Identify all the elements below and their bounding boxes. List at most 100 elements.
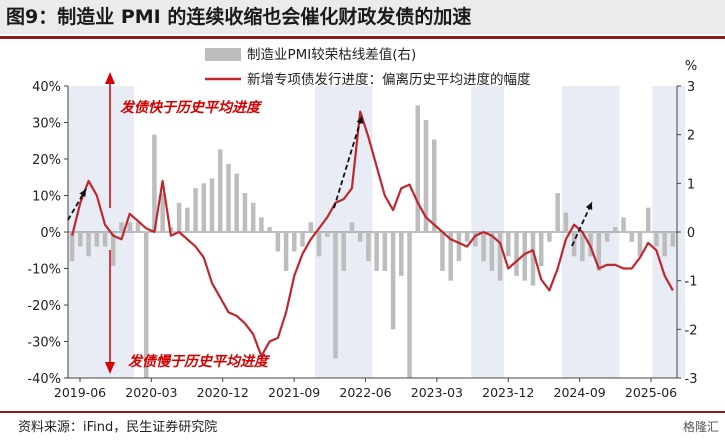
pmi-bar — [127, 222, 132, 232]
annotation-upper: 发债快于历史平均进度 — [120, 99, 263, 116]
pmi-bar — [185, 207, 190, 232]
pmi-bar — [69, 232, 75, 262]
x-tick-label: 2024-09 — [554, 385, 606, 400]
pmi-bar — [226, 163, 231, 232]
pmi-bar — [242, 193, 248, 232]
pmi-bar — [645, 207, 651, 232]
pmi-bar — [613, 227, 618, 232]
bond-progress-line — [71, 110, 674, 358]
pmi-bar — [547, 232, 552, 242]
pmi-bar — [456, 232, 462, 262]
pmi-bar — [571, 232, 577, 257]
x-tick-label: 2023-03 — [411, 385, 463, 400]
annotation-lower: 发债慢于历史平均进度 — [128, 353, 271, 370]
pmi-bar — [234, 173, 239, 232]
pmi-bar — [176, 202, 182, 232]
pmi-bar — [415, 105, 421, 232]
pmi-bar — [654, 232, 659, 247]
pmi-bar — [423, 120, 429, 232]
pmi-bar — [201, 183, 207, 232]
pmi-bar — [78, 232, 83, 247]
bond-progress-line-group — [71, 110, 674, 358]
pmi-bar — [102, 232, 108, 247]
pmi-bar — [275, 232, 281, 252]
pmi-bar — [629, 232, 634, 242]
title-rule — [0, 36, 725, 39]
trend-arrow-3-shaft — [571, 201, 593, 247]
pmi-bar — [111, 232, 116, 267]
axes: 40% 30% 20% 10% 0% -10% -20% -30% -40% 3 2 1 0 -1 -2 -3… — [27, 59, 697, 400]
pmi-bar — [530, 232, 536, 286]
pmi-bar — [481, 232, 486, 262]
chart-title: 图9：制造业 PMI 的连续收缩也会催化财政发债的加速 — [0, 0, 725, 34]
trend-arrow-3-head — [585, 202, 593, 210]
pmi-bar — [341, 232, 346, 271]
x-tick-label: 2021-09 — [268, 385, 320, 400]
up-arrow-head — [105, 72, 115, 84]
pmi-bar — [621, 217, 626, 232]
pmi-bar — [250, 202, 256, 232]
pmi-bar — [514, 232, 519, 276]
legend: 制造业PMI较荣枯线差值(右) 新增专项债发行进度：偏离历史平均进度的幅度 — [205, 47, 531, 88]
pmi-bar — [670, 232, 676, 247]
pmi-bar — [135, 222, 141, 232]
pmi-bar — [259, 217, 264, 232]
pmi-bar — [448, 232, 453, 281]
pmi-bar — [300, 232, 305, 247]
legend-label-bars: 制造业PMI较荣枯线差值(右) — [247, 47, 416, 63]
pmi-bar — [637, 232, 643, 257]
pmi-bar — [506, 232, 511, 257]
pmi-bar — [94, 232, 100, 247]
pmi-bar — [382, 232, 388, 271]
pmi-bar — [193, 188, 198, 232]
source-note: 资料来源：iFind，民生证券研究院 — [18, 420, 218, 435]
watermark: 格隆汇 — [682, 420, 719, 434]
left-tick-label: -20% — [27, 299, 61, 314]
left-tick-label: 30% — [32, 117, 61, 132]
trend-arrow-1-head — [79, 189, 86, 197]
pmi-bar — [308, 222, 314, 232]
pmi-bar — [596, 232, 602, 271]
pmi-bar — [464, 232, 470, 242]
pmi-bar — [407, 232, 412, 378]
pmi-bar — [333, 232, 338, 359]
pmi-bar — [580, 232, 585, 262]
pmi-bar — [209, 178, 215, 232]
legend-label-line: 新增专项债发行进度：偏离历史平均进度的幅度 — [247, 71, 531, 88]
down-arrow-head — [105, 362, 115, 374]
right-tick-label: -2 — [685, 323, 698, 338]
pmi-bar — [399, 232, 404, 276]
pmi-bar — [473, 232, 478, 247]
right-tick-label: -1 — [685, 275, 698, 290]
trend-arrow-2-head — [356, 116, 364, 124]
pmi-bar — [160, 193, 165, 232]
pmi-bars — [69, 105, 676, 378]
pmi-bar — [283, 232, 289, 271]
right-tick-label: -3 — [685, 372, 698, 387]
pmi-bar — [538, 232, 544, 267]
left-tick-label: 0% — [40, 226, 61, 241]
pmi-bar — [217, 149, 223, 232]
left-tick-label: 20% — [32, 153, 61, 168]
pmi-bar — [143, 232, 149, 378]
pmi-bar — [588, 232, 593, 257]
trend-arrow-2-shaft — [333, 115, 363, 209]
pmi-bar — [119, 222, 124, 232]
pmi-bar — [357, 232, 363, 242]
x-tick-label: 2020-12 — [197, 385, 249, 400]
right-tick-label: 2 — [687, 129, 695, 144]
pmi-bar — [489, 232, 495, 271]
pmi-bar — [349, 222, 355, 232]
right-tick-label: 0 — [687, 226, 695, 241]
pmi-bar — [374, 232, 379, 271]
trend-arrow-1-shaft — [67, 188, 87, 221]
pmi-bar — [366, 232, 371, 262]
pmi-bar — [292, 232, 297, 252]
x-tick-label: 2019-06 — [54, 385, 106, 400]
left-tick-label: 10% — [32, 190, 61, 205]
pmi-bar — [555, 193, 560, 232]
pmi-bar — [390, 232, 396, 330]
x-tick-label: 2022-06 — [339, 385, 391, 400]
pmi-bar — [662, 232, 667, 257]
